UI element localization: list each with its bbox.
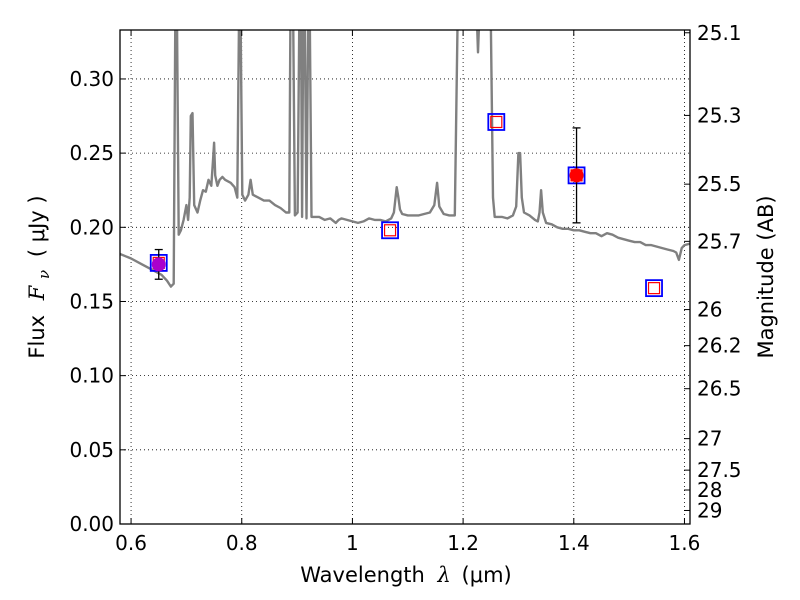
y2-tick-label: 27.5: [697, 458, 742, 482]
y-tick-label: 0.25: [69, 141, 114, 165]
y-axis-title-unit: ( μJy ): [25, 195, 49, 257]
data-markers: [149, 113, 663, 298]
x-axis-title: Wavelength λ (μm): [300, 563, 511, 587]
y-tick-label: 0.15: [69, 289, 114, 313]
y2-tick-label: 26.2: [697, 334, 742, 358]
y2-tick-label: 25.7: [697, 229, 742, 253]
model-flux-square-inner: [490, 115, 503, 129]
y-axis-title-symbol-sub: ν: [35, 270, 53, 279]
y2-axis-title: Magnitude (AB): [754, 195, 778, 358]
model-flux-square-inner: [647, 282, 661, 295]
x-tick-label: 0.6: [115, 531, 147, 555]
x-tick-label: 1.2: [447, 531, 479, 555]
y-tick-label: 0.05: [69, 438, 114, 462]
y-axis-title-symbol: F: [25, 284, 49, 301]
model-flux-square-outer: [381, 221, 399, 240]
model-flux-square-inner: [383, 224, 397, 237]
y2-tick-label: 25.1: [697, 21, 742, 45]
x-tick-label: 1.4: [558, 531, 590, 555]
sed-model-line: [120, 30, 690, 288]
observed-flux-point: [569, 168, 584, 183]
y-tick-label: 0.20: [69, 215, 114, 239]
plot-frame: [119, 29, 691, 525]
y2-tick-label: 26: [697, 298, 722, 322]
x-tick-label: 1: [346, 531, 359, 555]
y-tick-label: 0.10: [69, 364, 114, 388]
y-tick-label: 0.00: [69, 512, 114, 536]
y2-tick-label: 27: [697, 427, 722, 451]
y2-tick-label: 25.3: [697, 103, 742, 127]
grid-lines: [120, 30, 690, 525]
y-axis-title-text: Flux: [25, 315, 49, 359]
x-axis-title-symbol: λ: [437, 563, 451, 587]
y2-tick-label: 26.5: [697, 377, 742, 401]
y-tick-label: 0.30: [69, 67, 114, 91]
y2-tick-label: 29: [697, 498, 722, 522]
x-axis-title-unit: (μm): [462, 563, 512, 587]
y-axis-title: Flux F ν ( μJy ): [25, 195, 54, 358]
x-tick-label: 0.8: [226, 531, 258, 555]
axis-ticks: 0.6 0.8 1 1.2 1.4 1.6 0.00 0.05 0.10 0.15 0.20 0.25…: [69, 21, 741, 555]
model-flux-square-outer: [487, 113, 506, 131]
sed-line: [120, 30, 690, 288]
y2-tick-label: 28: [697, 478, 722, 502]
y2-tick-label: 25.5: [697, 172, 742, 196]
x-tick-label: 1.6: [669, 531, 701, 555]
observed-flux-point: [151, 257, 166, 272]
x-axis-title-text: Wavelength: [300, 563, 425, 587]
model-flux-square-outer: [645, 279, 663, 298]
